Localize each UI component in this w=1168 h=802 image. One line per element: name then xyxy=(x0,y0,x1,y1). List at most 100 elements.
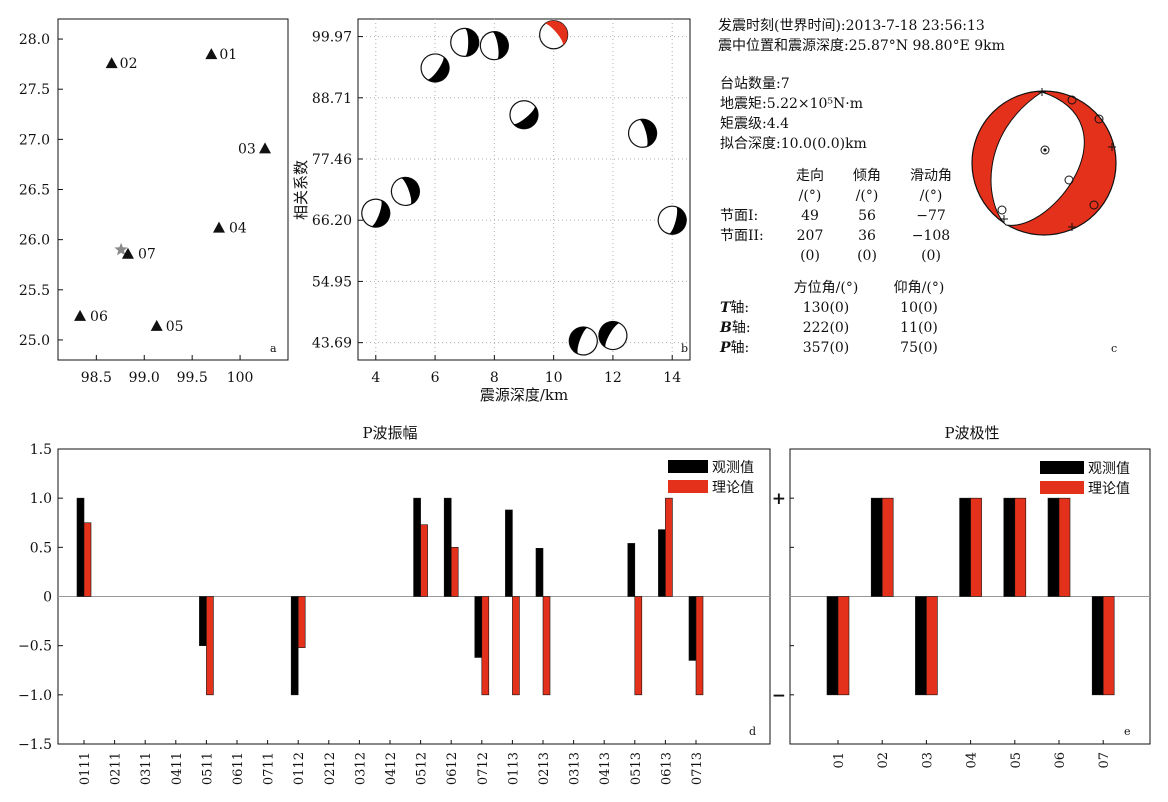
x-tick-label: 0313 xyxy=(568,752,583,785)
depth-beachball-icon xyxy=(539,20,569,50)
y-tick-label: 27.5 xyxy=(19,82,50,98)
panel-b-depth-correlation: b 震源深度/km 相关系数 4 6 8 10 12 14 43.69 54.95 66.20 7… xyxy=(292,18,691,404)
theoretical-bar xyxy=(512,596,520,696)
x-tick-label: 0213 xyxy=(537,752,552,785)
y-tick-label: 0.5 xyxy=(30,540,52,556)
y-tick-minus: − xyxy=(772,686,786,706)
np2-strike: 207 xyxy=(796,228,824,244)
y-tick-label: 26.5 xyxy=(19,183,50,199)
x-tick-label: 10 xyxy=(545,370,563,386)
station-label: 07 xyxy=(138,247,156,263)
depth-beachball-icon xyxy=(450,27,480,57)
panel-e-letter: e xyxy=(1124,725,1131,738)
beachball-shaded xyxy=(400,177,420,205)
panel-d-letter: d xyxy=(749,725,756,738)
beachball-shaded xyxy=(427,56,450,82)
y-tick-label: 25.5 xyxy=(19,283,50,299)
moment-magnitude: 矩震级:4.4 xyxy=(720,116,789,132)
theoretical-bar xyxy=(837,596,850,696)
observed-bar xyxy=(443,497,452,597)
beachball-shaded xyxy=(370,200,390,228)
y-tick-label: 26.0 xyxy=(19,233,50,249)
observed-bar xyxy=(474,596,483,658)
station-circle-marker-icon xyxy=(1064,175,1074,185)
y-tick-label: 25.0 xyxy=(19,333,50,349)
theoretical-bar xyxy=(695,596,704,696)
x-tick-label: 03 xyxy=(920,752,935,769)
theoretical-bar xyxy=(206,596,214,696)
y-tick-label: 0 xyxy=(43,590,52,606)
panel-c-focal-mechanism: c xyxy=(971,88,1117,355)
axis-header-plunge: 仰角/(°) xyxy=(893,280,945,296)
y-tick-label: 77.46 xyxy=(312,152,352,168)
x-tick-label: 0613 xyxy=(659,752,674,785)
panel-e-title: P波极性 xyxy=(944,424,999,442)
x-tick-label: 6 xyxy=(431,370,440,386)
x-tick-label: 0513 xyxy=(629,752,644,785)
x-tick-label: 99.0 xyxy=(129,370,160,386)
x-tick-label: 0712 xyxy=(476,752,491,785)
x-tick-label: 0711 xyxy=(262,752,277,785)
x-tick-label: 100 xyxy=(227,370,254,386)
panel-d-p-amplitude: P波振幅 d −1.5 −1.0 −0.5 0 0.5 1.0 1.5 0111 0211 031… xyxy=(18,424,771,785)
theoretical-bar xyxy=(665,497,673,597)
x-tick-label: 0512 xyxy=(415,752,430,785)
y-tick-label: −1.0 xyxy=(18,688,52,704)
station-label: 04 xyxy=(229,221,247,237)
p-axis-azimuth: 357(0) xyxy=(802,340,850,356)
beachball-shaded xyxy=(513,105,538,129)
x-tick-label: 4 xyxy=(371,370,380,386)
station-label: 06 xyxy=(90,309,108,325)
x-tick-label: 0211 xyxy=(109,752,124,785)
beachball-shaded xyxy=(569,326,589,355)
legend-swatch-theoretical xyxy=(668,480,708,493)
b-axis-dot-icon xyxy=(1043,148,1047,152)
x-tick-label: 05 xyxy=(1009,752,1024,769)
depth-beachball-icon xyxy=(390,176,421,207)
np-err-strike: (0) xyxy=(800,248,820,264)
station-triangle-icon xyxy=(259,142,271,154)
station-circle-marker-icon xyxy=(1067,95,1077,105)
event-header: 发震时刻(世界时间):2013-7-18 23:56:13 震中位置和震源深度:… xyxy=(718,16,1005,56)
station-triangle-icon xyxy=(213,221,225,233)
legend-label-observed: 观测值 xyxy=(712,460,754,476)
np-header-strike: 走向 xyxy=(796,168,824,184)
panel-b-frame xyxy=(357,18,691,361)
axis-header-azimuth: 方位角/(°) xyxy=(793,280,859,296)
theoretical-bar xyxy=(297,596,306,648)
y-tick-label: 66.20 xyxy=(312,213,352,229)
station-count: 台站数量:7 xyxy=(720,76,790,92)
observed-bar xyxy=(870,497,883,597)
y-tick-plus: + xyxy=(772,489,786,509)
observed-bar xyxy=(688,596,697,661)
theoretical-bar xyxy=(83,522,92,597)
x-tick-label: 06 xyxy=(1053,752,1068,769)
beachball-white-lobe xyxy=(990,91,1085,226)
y-tick-label: 54.95 xyxy=(312,274,352,290)
panel-b-letter: b xyxy=(681,342,688,355)
t-axis-suffix: 轴: xyxy=(730,300,750,316)
panel-a-station-map: a 98.5 99.0 99.5 100 25.0 25.5 26.0 26.5 27.0 27.… xyxy=(19,18,289,386)
np2-label: 节面II: xyxy=(720,228,764,244)
panel-d-title: P波振幅 xyxy=(362,424,417,442)
np2-dip: 36 xyxy=(858,228,876,244)
theoretical-bar xyxy=(1058,497,1071,597)
nodal-plane-table: 走向 倾角 滑动角 /(°) /(°) /(°) 节面I: 49 56 −77 … xyxy=(720,166,960,266)
b-axis-azimuth: 222(0) xyxy=(802,320,850,336)
depth-beachball-icon xyxy=(509,100,539,130)
depth-beachball-icon xyxy=(568,326,598,356)
station-triangle-icon xyxy=(105,57,118,69)
y-tick-label: 27.0 xyxy=(19,132,50,148)
np1-strike: 49 xyxy=(801,208,819,224)
theoretical-bar xyxy=(450,547,459,597)
beachball-shaded xyxy=(491,31,509,60)
theoretical-bar xyxy=(542,596,551,696)
x-tick-label: 0312 xyxy=(353,752,368,785)
np-unit-strike: /(°) xyxy=(798,188,822,204)
x-tick-label: 0412 xyxy=(384,752,399,785)
np2-rake: −108 xyxy=(911,228,951,244)
y-tick-label: 88.71 xyxy=(312,91,352,107)
y-tick-label: 1.0 xyxy=(30,491,52,507)
beachball-shaded xyxy=(638,119,657,147)
legend-swatch-observed xyxy=(1040,461,1084,474)
